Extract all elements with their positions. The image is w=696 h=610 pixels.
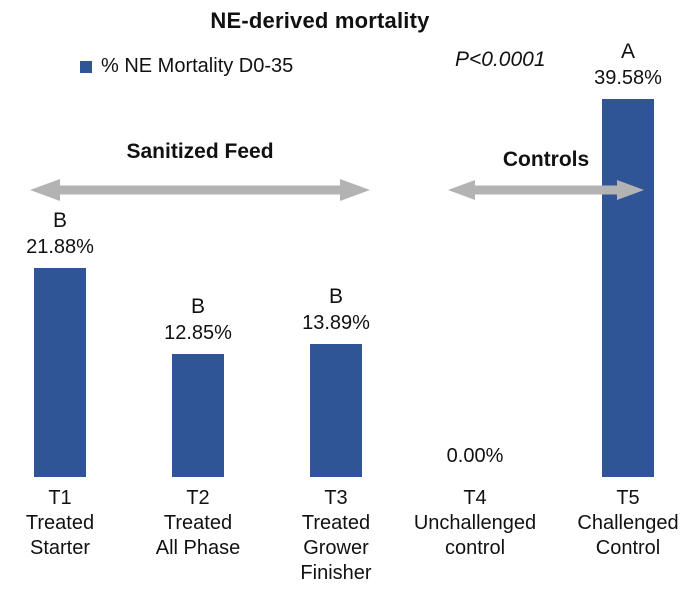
x-tick-label-t3: T3 Treated Grower Finisher <box>256 486 416 586</box>
sig-letter: A <box>620 40 635 63</box>
sig-letter: B <box>52 209 67 232</box>
bar-value-label: 39.58% <box>594 67 662 89</box>
bar <box>34 268 86 477</box>
legend-label: % NE Mortality D0-35 <box>101 55 294 77</box>
x-tick-label-t2: T2 Treated All Phase <box>118 486 278 561</box>
x-tick-line: T3 <box>324 487 348 509</box>
x-tick-line: Grower <box>303 537 369 559</box>
bar-column-t3: B 13.89% <box>276 284 396 477</box>
bar-value-label: 12.85% <box>164 322 232 344</box>
plot-area: B 21.88% B 12.85% B 13.89% 0.00% A 39.58… <box>0 39 688 477</box>
x-tick-line: Treated <box>25 512 95 534</box>
x-tick-line: Treated <box>301 512 371 534</box>
group-label-sanitized-feed: Sanitized Feed <box>126 140 274 163</box>
bar-column-t5: A 39.58% <box>568 39 688 477</box>
double-arrow-icon <box>448 180 644 200</box>
sig-letter: B <box>190 295 205 318</box>
x-tick-label-t4: T4 Unchallenged control <box>395 486 555 561</box>
bar-value-label: 13.89% <box>302 312 370 334</box>
legend-swatch-icon <box>80 61 92 73</box>
x-tick-line: Finisher <box>300 562 372 584</box>
x-tick-line: control <box>444 537 506 559</box>
x-tick-line: Treated <box>163 512 233 534</box>
bar-column-t1: B 21.88% <box>0 208 120 477</box>
group-label-controls: Controls <box>502 148 590 171</box>
x-tick-line: Challenged <box>577 512 679 534</box>
bar-value-label: 0.00% <box>446 445 504 467</box>
bar-column-t4: 0.00% <box>415 443 535 477</box>
x-tick-line: Unchallenged <box>413 512 537 534</box>
x-tick-line: T2 <box>186 487 210 509</box>
x-tick-line: All Phase <box>155 537 241 559</box>
chart-title: NE-derived mortality <box>210 8 430 33</box>
legend: % NE Mortality D0-35 <box>80 54 293 78</box>
bar-column-t2: B 12.85% <box>138 294 258 477</box>
x-tick-line: Control <box>595 537 661 559</box>
x-tick-label-t1: T1 Treated Starter <box>0 486 140 561</box>
x-tick-line: T4 <box>463 487 487 509</box>
bar-value-label: 21.88% <box>26 236 94 258</box>
x-tick-line: Starter <box>29 537 91 559</box>
x-tick-line: T5 <box>616 487 640 509</box>
double-arrow-icon <box>30 179 370 201</box>
sig-letter: B <box>328 285 343 308</box>
bar <box>310 344 362 477</box>
p-value-annotation: P<0.0001 <box>455 48 546 71</box>
bar <box>602 99 654 477</box>
x-tick-label-t5: T5 Challenged Control <box>548 486 696 561</box>
x-tick-line: T1 <box>48 487 72 509</box>
bar <box>172 354 224 477</box>
